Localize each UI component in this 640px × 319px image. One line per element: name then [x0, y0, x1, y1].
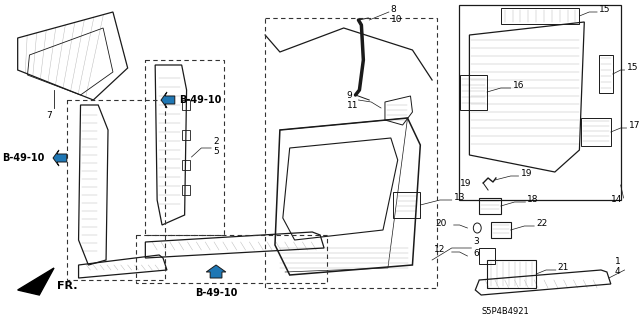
- Text: FR.: FR.: [57, 281, 77, 291]
- Bar: [599, 55, 612, 93]
- Bar: [459, 5, 621, 200]
- Bar: [182, 100, 189, 110]
- Bar: [182, 185, 189, 195]
- Text: 15: 15: [599, 5, 611, 14]
- Polygon shape: [53, 150, 67, 166]
- Polygon shape: [18, 268, 54, 295]
- Text: 18: 18: [527, 196, 539, 204]
- Polygon shape: [206, 265, 226, 278]
- Text: 2: 2: [213, 137, 219, 146]
- Text: 10: 10: [391, 16, 403, 25]
- Text: 22: 22: [536, 219, 547, 228]
- Bar: [265, 18, 437, 288]
- Bar: [136, 235, 327, 283]
- Text: 17: 17: [628, 122, 640, 130]
- Bar: [479, 248, 495, 264]
- Text: 15: 15: [627, 63, 638, 72]
- Text: 12: 12: [433, 246, 445, 255]
- Text: 19: 19: [520, 168, 532, 177]
- Bar: [487, 260, 536, 288]
- Text: B-49-10: B-49-10: [195, 288, 237, 298]
- Text: S5P4B4921: S5P4B4921: [481, 308, 529, 316]
- Text: 9: 9: [347, 92, 353, 100]
- Text: B-49-10: B-49-10: [179, 95, 221, 105]
- Bar: [491, 222, 511, 238]
- Text: B-49-10: B-49-10: [2, 153, 44, 163]
- Bar: [182, 130, 189, 140]
- Text: 3: 3: [474, 238, 479, 247]
- Text: 20: 20: [435, 219, 447, 227]
- Text: 4: 4: [615, 268, 620, 277]
- Text: 16: 16: [513, 81, 524, 91]
- Text: 6: 6: [474, 249, 479, 258]
- Bar: [501, 8, 579, 24]
- Bar: [460, 75, 487, 110]
- Text: 5: 5: [213, 147, 219, 157]
- Bar: [182, 160, 189, 170]
- Polygon shape: [161, 92, 175, 108]
- Text: 19: 19: [460, 179, 472, 188]
- Text: 14: 14: [611, 196, 622, 204]
- Bar: [145, 60, 224, 235]
- Text: 11: 11: [347, 101, 358, 110]
- Text: 7: 7: [46, 110, 52, 120]
- Bar: [581, 118, 611, 146]
- Bar: [393, 192, 420, 218]
- Bar: [67, 100, 165, 280]
- Text: 21: 21: [558, 263, 569, 272]
- Text: 8: 8: [391, 5, 397, 14]
- Bar: [479, 198, 501, 214]
- Text: 13: 13: [454, 194, 465, 203]
- Text: 1: 1: [615, 257, 621, 266]
